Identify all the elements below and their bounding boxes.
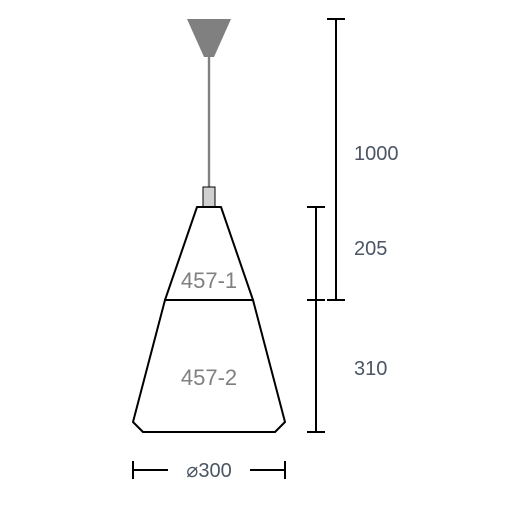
dim-upper-label: 205 [354, 238, 387, 260]
part-label-upper: 457-1 [181, 268, 237, 293]
dim-width-label: ⌀300 [186, 460, 231, 482]
dim-lower-label: 310 [354, 358, 387, 380]
collar [203, 187, 215, 207]
part-label-lower: 457-2 [181, 365, 237, 390]
dim-total-label: 1000 [354, 143, 399, 165]
canopy [187, 19, 231, 57]
cord [208, 57, 210, 187]
